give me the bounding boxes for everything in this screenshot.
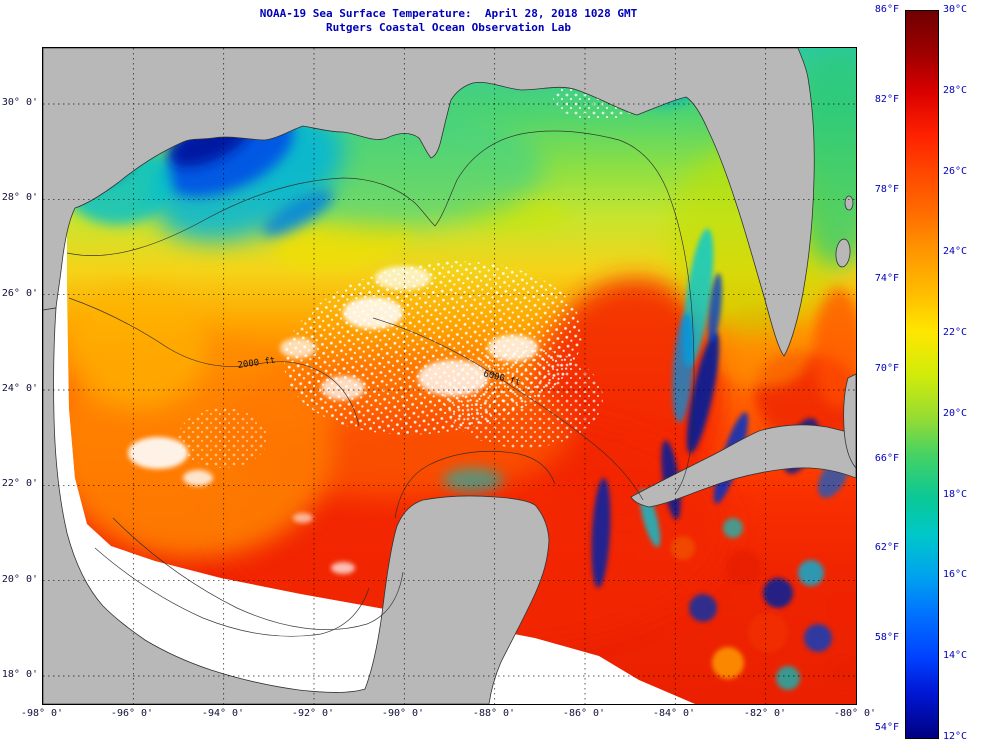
x-tick-label: -80° 0' (833, 708, 877, 719)
land-layer (43, 48, 856, 704)
colorbar-c-label: 18°C (943, 489, 968, 500)
y-tick-label: 30° 0' (1, 97, 38, 108)
y-tick-label: 26° 0' (1, 288, 38, 299)
land-mexico-yucatan (43, 307, 550, 704)
x-tick-label: -84° 0' (652, 708, 696, 719)
land-cuba (630, 424, 856, 508)
y-tick-label: 24° 0' (1, 383, 38, 394)
x-tick-label: -90° 0' (381, 708, 425, 719)
colorbar-f-label: 54°F (874, 722, 899, 733)
map-subtitle: Rutgers Coastal Ocean Observation Lab (325, 21, 572, 34)
y-tick-label: 20° 0' (1, 574, 38, 585)
colorbar-c-label: 26°C (943, 166, 968, 177)
y-tick-label: 28° 0' (1, 192, 38, 203)
colorbar-c-label: 16°C (943, 569, 968, 580)
colorbar-c-label: 24°C (943, 246, 968, 257)
x-tick-label: -86° 0' (562, 708, 606, 719)
colorbar-f-label: 82°F (874, 94, 899, 105)
caribbean-cloud-mottle (671, 518, 856, 690)
bathymetry-contours (66, 130, 695, 637)
x-tick-label: -94° 0' (201, 708, 245, 719)
y-tick-label: 22° 0' (1, 478, 38, 489)
colorbar-f-label: 70°F (874, 363, 899, 374)
colorbar-c-label: 12°C (943, 731, 968, 742)
colorbar-f-label: 58°F (874, 632, 899, 643)
colorbar-f-label: 66°F (874, 453, 899, 464)
colorbar-c-label: 28°C (943, 85, 968, 96)
x-tick-label: -96° 0' (110, 708, 154, 719)
x-tick-label: -82° 0' (743, 708, 787, 719)
x-tick-label: -88° 0' (472, 708, 516, 719)
y-tick-label: 18° 0' (1, 669, 38, 680)
sst-map: 2000 ft 6000 ft (43, 48, 856, 704)
grid-lines (43, 48, 856, 704)
land-bahama-bank (843, 373, 856, 469)
land-bahamas (844, 195, 854, 211)
x-tick-label: -92° 0' (291, 708, 335, 719)
colorbar-f-label: 62°F (874, 542, 899, 553)
map-title: NOAA-19 Sea Surface Temperature: April 2… (259, 7, 638, 20)
land-bahamas (835, 238, 851, 268)
colorbar-c-label: 22°C (943, 327, 968, 338)
map-plot-area: 2000 ft 6000 ft (42, 47, 857, 705)
colorbar-f-label: 74°F (874, 273, 899, 284)
colorbar-c-label: 20°C (943, 408, 968, 419)
colorbar-c-label: 14°C (943, 650, 968, 661)
land-north-gulf-coast (43, 48, 815, 357)
x-tick-label: -98° 0' (20, 708, 64, 719)
colorbar-c-label: 30°C (943, 4, 968, 15)
colorbar-gradient (905, 10, 939, 739)
colorbar-f-label: 78°F (874, 184, 899, 195)
colorbar-f-label: 86°F (874, 4, 899, 15)
